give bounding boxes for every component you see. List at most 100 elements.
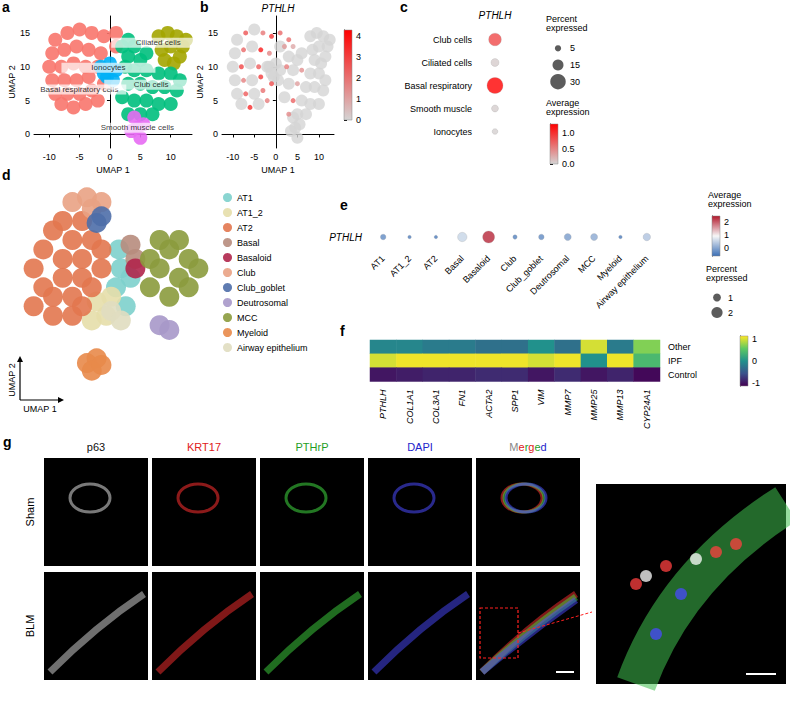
svg-text:0.0: 0.0 — [562, 159, 575, 169]
svg-text:Ciliated cells: Ciliated cells — [136, 38, 181, 47]
svg-text:Myeloid: Myeloid — [237, 328, 268, 338]
svg-text:2: 2 — [724, 217, 729, 227]
svg-text:PTHLH: PTHLH — [262, 3, 296, 14]
svg-text:1: 1 — [752, 334, 757, 344]
svg-text:2: 2 — [728, 308, 733, 318]
svg-text:-1: -1 — [752, 378, 760, 388]
svg-text:b: b — [200, 0, 209, 15]
svg-text:10: 10 — [166, 152, 176, 162]
svg-text:expressed: expressed — [706, 273, 748, 283]
svg-text:0.5: 0.5 — [562, 144, 575, 154]
svg-text:MMP13: MMP13 — [615, 389, 625, 420]
svg-text:1: 1 — [728, 293, 733, 303]
svg-text:UMAP 1: UMAP 1 — [23, 404, 56, 414]
svg-text:5: 5 — [570, 43, 575, 53]
svg-text:IPF: IPF — [668, 356, 683, 366]
svg-text:expressed: expressed — [546, 23, 588, 33]
svg-text:MCC: MCC — [576, 253, 598, 275]
svg-text:PTHLH: PTHLH — [329, 232, 363, 243]
svg-text:VIM: VIM — [536, 389, 546, 406]
svg-text:PTHrP: PTHrP — [296, 441, 329, 453]
svg-text:0: 0 — [213, 129, 218, 139]
svg-text:Smooth muscle: Smooth muscle — [410, 104, 472, 114]
svg-text:a: a — [2, 0, 10, 15]
svg-text:0: 0 — [724, 243, 729, 253]
svg-text:Basaloid: Basaloid — [237, 253, 272, 263]
svg-text:0: 0 — [752, 356, 757, 366]
svg-text:-5: -5 — [250, 152, 258, 162]
svg-text:AT1_2: AT1_2 — [237, 208, 263, 218]
svg-text:Basaloid: Basaloid — [461, 253, 492, 284]
svg-text:Ionocytes: Ionocytes — [433, 127, 472, 137]
svg-text:p63: p63 — [87, 441, 105, 453]
svg-text:KRT17: KRT17 — [187, 441, 221, 453]
svg-text:AT2: AT2 — [237, 223, 253, 233]
svg-text:COL1A1: COL1A1 — [405, 389, 415, 424]
svg-text:-10: -10 — [43, 152, 56, 162]
svg-text:MMP7: MMP7 — [563, 388, 573, 415]
svg-text:1: 1 — [356, 94, 361, 104]
svg-text:Club: Club — [237, 268, 256, 278]
svg-text:SPP1: SPP1 — [510, 389, 520, 412]
svg-text:Ionocytes: Ionocytes — [91, 63, 125, 72]
svg-text:d: d — [2, 167, 11, 183]
svg-text:2: 2 — [356, 73, 361, 83]
svg-text:0: 0 — [273, 152, 278, 162]
svg-text:AT1_2: AT1_2 — [388, 253, 413, 278]
svg-text:Airway epithelium: Airway epithelium — [593, 253, 650, 310]
svg-text:Deutrosomal: Deutrosomal — [237, 298, 288, 308]
svg-text:1.0: 1.0 — [562, 128, 575, 138]
svg-text:Deutrosomal: Deutrosomal — [528, 253, 571, 296]
svg-text:UMAP 1: UMAP 1 — [261, 165, 294, 175]
svg-text:Basal respiratory: Basal respiratory — [404, 81, 472, 91]
svg-text:-5: -5 — [76, 152, 84, 162]
svg-text:f: f — [340, 323, 345, 339]
svg-text:5: 5 — [25, 96, 30, 106]
svg-text:BLM: BLM — [24, 615, 36, 638]
svg-text:5: 5 — [295, 152, 300, 162]
svg-text:Basal: Basal — [237, 238, 260, 248]
svg-text:AT2: AT2 — [421, 253, 439, 271]
svg-text:10: 10 — [20, 62, 30, 72]
svg-text:MCC: MCC — [237, 313, 258, 323]
svg-text:10: 10 — [208, 62, 218, 72]
svg-text:PTHLH: PTHLH — [378, 389, 388, 419]
svg-text:0: 0 — [25, 129, 30, 139]
svg-text:UMAP 2: UMAP 2 — [7, 363, 17, 396]
svg-text:Other: Other — [668, 342, 691, 352]
svg-text:Smooth muscle cells: Smooth muscle cells — [101, 123, 174, 132]
svg-text:expression: expression — [546, 107, 590, 117]
svg-text:expression: expression — [708, 199, 752, 209]
svg-text:MMP25: MMP25 — [589, 388, 599, 420]
svg-text:10: 10 — [314, 152, 324, 162]
svg-text:FN1: FN1 — [457, 389, 467, 406]
svg-text:AT1: AT1 — [368, 253, 386, 271]
svg-text:Club: Club — [498, 253, 518, 273]
svg-text:DAPI: DAPI — [407, 441, 433, 453]
svg-text:Airway epithelium: Airway epithelium — [237, 343, 308, 353]
svg-text:Control: Control — [668, 370, 697, 380]
svg-text:UMAP 2: UMAP 2 — [7, 65, 17, 98]
svg-text:Basal: Basal — [443, 253, 466, 276]
svg-text:g: g — [3, 434, 12, 450]
svg-text:30: 30 — [570, 77, 580, 87]
svg-text:COL3A1: COL3A1 — [431, 389, 441, 424]
svg-text:c: c — [400, 0, 408, 15]
svg-text:AT1: AT1 — [237, 193, 253, 203]
svg-text:5: 5 — [138, 152, 143, 162]
svg-text:ACTA2: ACTA2 — [484, 389, 494, 418]
svg-text:4: 4 — [356, 31, 361, 41]
svg-text:Sham: Sham — [24, 498, 36, 527]
svg-text:0: 0 — [356, 115, 361, 125]
svg-text:15: 15 — [208, 28, 218, 38]
svg-text:15: 15 — [20, 28, 30, 38]
svg-text:Ciliated cells: Ciliated cells — [421, 58, 472, 68]
svg-text:5: 5 — [213, 96, 218, 106]
svg-text:PTHLH: PTHLH — [479, 10, 513, 21]
svg-text:UMAP 1: UMAP 1 — [96, 165, 129, 175]
svg-text:Merged: Merged — [509, 441, 546, 453]
svg-text:Club cells: Club cells — [433, 35, 473, 45]
svg-text:Club cells: Club cells — [134, 80, 169, 89]
svg-text:CYP24A1: CYP24A1 — [642, 389, 652, 429]
svg-text:-10: -10 — [226, 152, 239, 162]
